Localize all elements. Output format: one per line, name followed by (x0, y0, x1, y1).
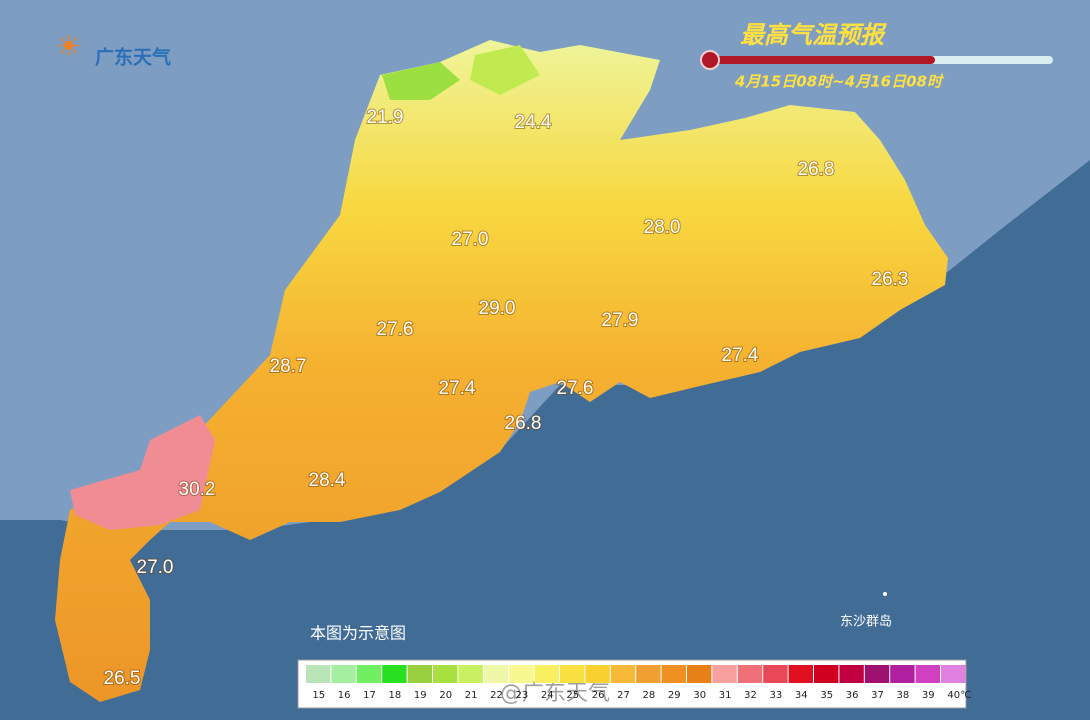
legend-swatch (585, 665, 610, 683)
cool-zone (470, 45, 540, 95)
temperature-label: 27.4 (722, 345, 759, 366)
legend-tick: 33 (770, 690, 783, 701)
hot-zone (70, 415, 215, 530)
title: 最高气温预报 (740, 21, 887, 49)
legend-note: 本图为示意图 (310, 624, 406, 643)
legend-swatch (433, 665, 458, 683)
legend-swatch (306, 665, 331, 683)
legend-tick: 39 (922, 690, 935, 701)
temperature-label: 27.0 (137, 557, 174, 578)
legend-swatch (610, 665, 636, 683)
legend-tick: 17 (363, 690, 376, 701)
legend-swatch (737, 665, 763, 683)
island-label: 东沙群岛 (840, 614, 892, 630)
legend-swatch (788, 665, 813, 683)
legend-swatch (687, 665, 712, 683)
legend-tick: 32 (744, 690, 757, 701)
legend-swatch (509, 665, 534, 683)
temperature-label: 27.0 (452, 229, 489, 250)
temperature-label: 21.9 (367, 107, 404, 128)
legend-tick: 37 (871, 690, 884, 701)
legend-swatch (356, 665, 382, 683)
legend-swatch (560, 665, 585, 683)
temperature-label: 28.4 (309, 470, 346, 491)
legend-tick: 22 (490, 690, 503, 701)
legend-tick: 19 (414, 690, 427, 701)
legend-tick: 27 (617, 690, 630, 701)
legend-tick: 28 (643, 690, 656, 701)
thermometer-bulb (700, 50, 720, 70)
legend-swatch (483, 665, 509, 683)
legend-swatch (712, 665, 737, 683)
legend-tick: 20 (439, 690, 452, 701)
legend-tick: 26 (592, 690, 605, 701)
legend-swatch (636, 665, 661, 683)
legend-swatch (661, 665, 686, 683)
logo-icon: ☀ (55, 30, 82, 65)
legend-tick: 31 (719, 690, 732, 701)
temperature-label: 28.7 (270, 356, 307, 377)
temperature-label: 27.6 (557, 378, 594, 399)
legend-swatch (814, 665, 839, 683)
legend-unit: ℃ (960, 690, 971, 701)
legend-tick: 18 (389, 690, 402, 701)
legend-swatch (331, 665, 356, 683)
legend-swatch (915, 665, 940, 683)
island (883, 592, 887, 596)
legend-swatch (839, 665, 864, 683)
watermark: @广东天气 (500, 681, 610, 706)
temperature-label: 28.0 (644, 217, 681, 238)
temperature-label: 26.8 (505, 413, 542, 434)
legend-tick: 25 (566, 690, 579, 701)
legend-swatch (864, 665, 890, 683)
legend-tick: 34 (795, 690, 808, 701)
legend-tick: 29 (668, 690, 681, 701)
legend-tick: 40 (947, 690, 960, 701)
legend-tick: 35 (820, 690, 833, 701)
legend-tick: 24 (541, 690, 554, 701)
legend-tick: 30 (693, 690, 706, 701)
legend-swatch (382, 665, 407, 683)
temperature-label: 27.9 (602, 310, 639, 331)
legend-swatch (941, 665, 966, 683)
title-bar-fill (705, 56, 935, 64)
temperature-label: 26.5 (104, 668, 141, 689)
temperature-label: 26.8 (798, 159, 835, 180)
logo: 广东天气 (95, 46, 171, 69)
temperature-label: 27.4 (439, 378, 476, 399)
legend-swatch (407, 665, 432, 683)
legend-tick: 36 (846, 690, 859, 701)
legend-swatch (534, 665, 559, 683)
legend-swatch (763, 665, 788, 683)
cool-zone (382, 62, 460, 100)
legend-tick: 21 (465, 690, 478, 701)
legend-tick: 16 (338, 690, 351, 701)
guangdong (55, 40, 948, 702)
legend-tick: 38 (897, 690, 910, 701)
subtitle: 4月15日08时~4月16日08时 (734, 73, 945, 91)
temperature-label: 29.0 (479, 298, 516, 319)
legend-swatch (890, 665, 915, 683)
temperature-label: 30.2 (179, 479, 216, 500)
temperature-label: 26.3 (872, 269, 909, 290)
legend-tick: 23 (516, 690, 529, 701)
temperature-label: 27.6 (377, 319, 414, 340)
legend-swatch (458, 665, 483, 683)
temperature-label: 24.4 (515, 112, 552, 133)
legend-tick: 15 (312, 690, 325, 701)
